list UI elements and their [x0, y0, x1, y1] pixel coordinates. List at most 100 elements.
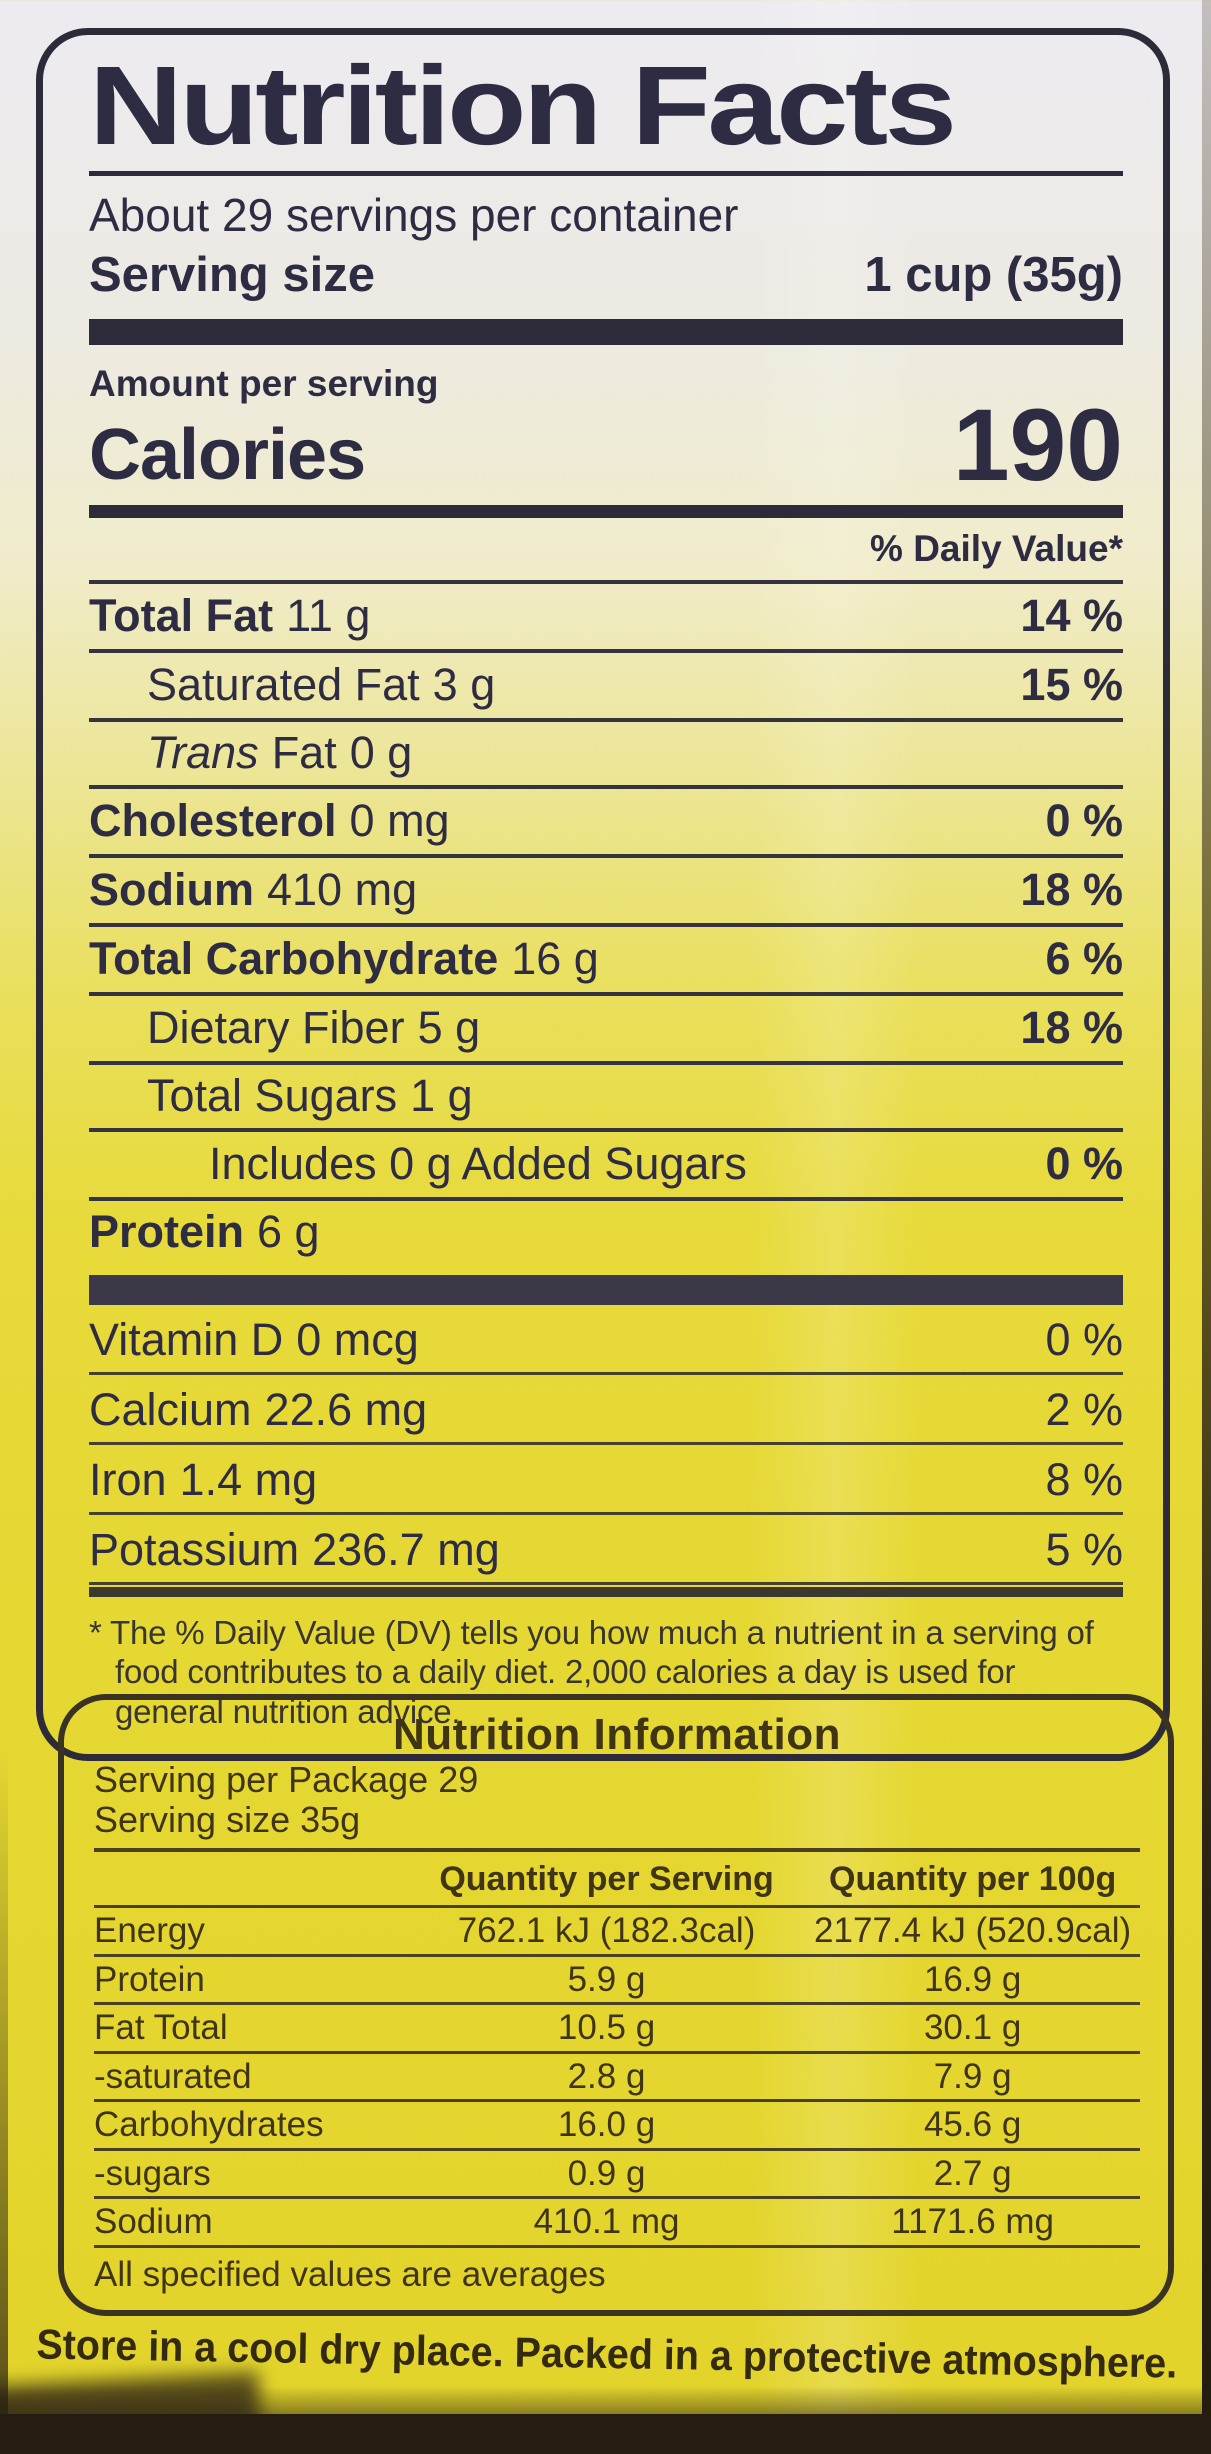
- nutrient-row-dietary-fiber: Dietary Fiber 5 g 18 %: [89, 991, 1123, 1061]
- nutrient-row-total-sugars: Total Sugars 1 g: [89, 1060, 1123, 1128]
- calories-label: Calories: [89, 414, 366, 495]
- mineral-row-potassium: Potassium 236.7 mg 5 %: [89, 1515, 1123, 1585]
- row-per-100g: 2177.4 kJ (520.9cal): [814, 1911, 1132, 1951]
- nutrient-amount: 1 g: [410, 1069, 473, 1121]
- flash-highlight: [750, 0, 920, 2454]
- nutrient-name: Dietary Fiber: [147, 1001, 405, 1053]
- servings-per-container: About 29 servings per container: [89, 189, 739, 242]
- quantity-per-serving-header: Quantity per Serving: [439, 1860, 774, 1899]
- row-per-100g: 45.6 g: [923, 2105, 1022, 2145]
- serving-per-package: Serving per Package 29: [94, 1759, 479, 1801]
- nutrient-dv: 18 %: [1020, 863, 1123, 915]
- daily-value-header: % Daily Value*: [870, 527, 1123, 569]
- row-per-serving: 5.9 g: [567, 1959, 646, 1999]
- mineral-row-calcium: Calcium 22.6 mg 2 %: [89, 1375, 1123, 1445]
- mineral-amount: 22.6 mg: [264, 1383, 428, 1435]
- footnote: * The % Daily Value (DV) tells you how m…: [89, 1613, 1094, 1730]
- row-label: Energy: [94, 1911, 205, 1951]
- row-label: -saturated: [94, 2056, 252, 2096]
- row-per-100g: 2.7 g: [933, 2153, 1012, 2193]
- nutrient-amount: 3 g: [432, 658, 496, 710]
- table-row-protein: Protein 5.9 g 16.9 g: [94, 1953, 1140, 2003]
- nutrient-amount: 0 g: [349, 726, 413, 778]
- table-row-sugars: -sugars 0.9 g 2.7 g: [94, 2147, 1140, 2197]
- table-row-carbohydrates: Carbohydrates 16.0 g 45.6 g: [94, 2099, 1140, 2148]
- mineral-dv: 5 %: [1045, 1523, 1123, 1575]
- nutrient-amount: 6 g: [257, 1206, 320, 1258]
- row-per-serving: 10.5 g: [557, 2008, 656, 2048]
- row-per-serving: 16.0 g: [557, 2105, 656, 2145]
- row-label: Fat Total: [94, 2008, 228, 2048]
- nutrient-dv: 18 %: [1020, 1001, 1123, 1053]
- row-per-serving: 0.9 g: [567, 2153, 646, 2193]
- mineral-dv: 8 %: [1045, 1453, 1123, 1505]
- row-per-100g: 16.9 g: [923, 1959, 1022, 1999]
- serving-size-row: Serving size 1 cup (35g): [89, 247, 1123, 303]
- mineral-amount: 0 mcg: [296, 1313, 419, 1365]
- nutrient-dv: 15 %: [1020, 658, 1123, 710]
- nutrient-name: Includes 0 g Added Sugars: [209, 1138, 747, 1190]
- nutrient-row-saturated-fat: Saturated Fat 3 g 15 %: [89, 648, 1123, 718]
- row-per-serving: 762.1 kJ (182.3cal): [457, 1911, 756, 1951]
- nutrient-row-total-carbohydrate: Total Carbohydrate 16 g 6 %: [89, 922, 1123, 992]
- nutrient-name: Cholesterol: [89, 794, 337, 846]
- nutrient-name: Total Fat: [89, 589, 274, 641]
- values-are-averages-note: All specified values are averages: [94, 2244, 1140, 2296]
- table-header-row: Quantity per Serving Quantity per 100g: [94, 1848, 1140, 1905]
- nutrient-row-protein: Protein 6 g: [89, 1197, 1123, 1264]
- nutrient-amount: 5 g: [417, 1001, 481, 1053]
- table-row-fat-total: Fat Total 10.5 g 30.1 g: [94, 2002, 1140, 2051]
- nutrient-row-cholesterol: Cholesterol 0 mg 0 %: [89, 784, 1123, 854]
- nutrient-row-total-fat: Total Fat 11 g 14 %: [89, 579, 1123, 649]
- mineral-dv: 2 %: [1045, 1383, 1123, 1435]
- row-per-serving: 2.8 g: [567, 2056, 646, 2096]
- mineral-dv: 0 %: [1045, 1313, 1123, 1365]
- nutrient-amount: 11 g: [286, 589, 371, 641]
- nutrient-amount: 0 mg: [349, 794, 450, 846]
- package-left-edge-shadow: [0, 1750, 8, 2454]
- mineral-amount: 236.7 mg: [312, 1523, 500, 1575]
- package-bottom-fade: [0, 2386, 1211, 2416]
- medium-divider: [89, 504, 1123, 518]
- nutrient-name: Sodium: [89, 863, 254, 915]
- nutrient-dv: 14 %: [1020, 589, 1123, 641]
- row-per-100g: 1171.6 mg: [891, 2202, 1055, 2242]
- thick-divider: [89, 1274, 1123, 1305]
- row-per-serving: 410.1 mg: [533, 2202, 680, 2242]
- divider: [89, 171, 1123, 177]
- mineral-name: Iron: [89, 1453, 167, 1505]
- serving-size: Serving size 35g: [94, 1799, 361, 1841]
- table-row-energy: Energy 762.1 kJ (182.3cal) 2177.4 kJ (52…: [94, 1905, 1140, 1954]
- nutrient-row-trans-fat: Trans Fat 0 g: [89, 717, 1123, 785]
- serving-size-value: 1 cup (35g): [864, 247, 1123, 302]
- quantity-per-100g-header: Quantity per 100g: [829, 1860, 1117, 1899]
- package-right-edge-shadow: [1202, 0, 1211, 2454]
- nutrition-facts-panel: Nutrition Facts About 29 servings per co…: [36, 28, 1170, 1761]
- package-bottom-edge: [0, 2414, 1211, 2454]
- mineral-name: Calcium: [89, 1383, 252, 1435]
- nutrient-name: Fat: [271, 726, 337, 778]
- mineral-name: Potassium: [89, 1523, 300, 1575]
- nutrient-name: Protein: [89, 1206, 245, 1258]
- nutrient-name: Saturated Fat: [147, 658, 420, 710]
- serving-size-label: Serving size: [89, 247, 375, 302]
- row-per-100g: 7.9 g: [933, 2056, 1012, 2096]
- nutrient-name: Total Sugars: [147, 1069, 398, 1121]
- nutrient-dv: 0 %: [1045, 794, 1123, 846]
- amount-per-serving-label: Amount per serving: [89, 362, 439, 404]
- nutrient-row-sodium: Sodium 410 mg 18 %: [89, 853, 1123, 923]
- table-row-saturated: -saturated 2.8 g 7.9 g: [94, 2050, 1140, 2100]
- row-label: -sugars: [94, 2153, 211, 2193]
- nutrition-information-title: Nutrition Information: [393, 1710, 841, 1759]
- nutrient-amount: 410 mg: [267, 863, 418, 915]
- row-per-100g: 30.1 g: [923, 2008, 1022, 2048]
- nutrient-row-added-sugars: Includes 0 g Added Sugars 0 %: [89, 1128, 1123, 1197]
- row-label: Sodium: [94, 2202, 213, 2242]
- mineral-amount: 1.4 mg: [179, 1453, 318, 1505]
- calories-row: Calories 190: [89, 394, 1123, 496]
- nutrient-dv: 6 %: [1045, 932, 1123, 984]
- nutrition-information-panel: Nutrition Information Serving per Packag…: [58, 1694, 1174, 2316]
- row-label: Carbohydrates: [94, 2105, 324, 2145]
- mineral-row-iron: Iron 1.4 mg 8 %: [89, 1445, 1123, 1515]
